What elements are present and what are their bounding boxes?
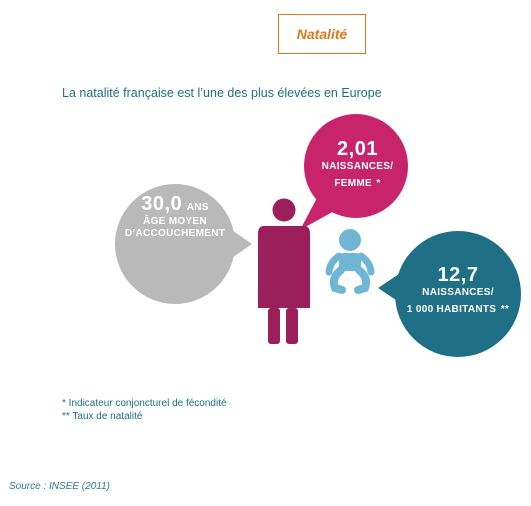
fertility-bubble-shape <box>304 114 408 218</box>
fertility-value: 2,01 <box>337 138 378 160</box>
birthrate-marker: ** <box>500 303 510 315</box>
fertility-label-line1: NAISSANCES/ <box>321 161 394 172</box>
birthrate-bubble: 12,7 NAISSANCES/ 1 000 HABITANTS ** <box>395 264 521 317</box>
category-badge-label: Natalité <box>296 26 348 42</box>
fertility-label-line2: FEMME <box>334 177 372 189</box>
footnote-birthrate: ** Taux de natalité <box>62 411 143 422</box>
age-label-line1: ÂGE MOYEN <box>143 216 207 227</box>
woman-icon <box>258 198 310 344</box>
source-note: Source : INSEE (2011) <box>9 481 110 492</box>
birthrate-label-line1: NAISSANCES/ <box>422 287 494 298</box>
birthrate-value: 12,7 <box>437 264 479 286</box>
fertility-bubble-tail <box>300 196 336 230</box>
age-bubble-tail <box>226 226 252 262</box>
fertility-marker: * <box>376 177 381 189</box>
age-bubble: 30,0 ANS ÂGE MOYEN D’ACCOUCHEMENT <box>117 193 233 239</box>
footnote-fertility: * Indicateur conjoncturel de fécondité <box>62 398 227 409</box>
birthrate-label-line2: 1 000 HABITANTS <box>406 303 497 315</box>
category-badge: Natalité <box>278 14 366 54</box>
birthrate-bubble-shape <box>395 231 521 357</box>
birthrate-bubble-tail <box>378 272 402 304</box>
subtitle: La natalité française est l’une des plus… <box>62 86 382 100</box>
age-unit: ANS <box>186 202 209 213</box>
fertility-bubble: 2,01 NAISSANCES/ FEMME * <box>305 138 410 191</box>
age-label-line2: D’ACCOUCHEMENT <box>124 227 226 239</box>
age-value: 30,0 <box>141 193 183 215</box>
baby-icon <box>325 229 375 294</box>
age-bubble-shape <box>115 184 235 304</box>
